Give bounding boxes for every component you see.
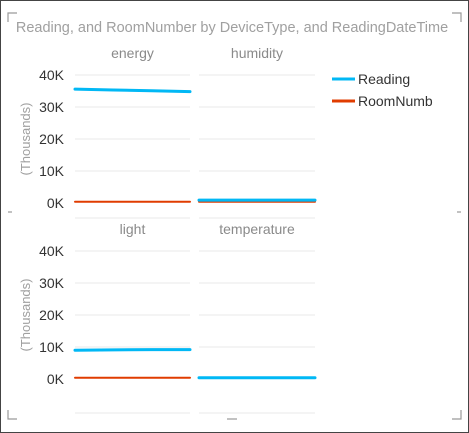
y-tick-label: 20K <box>39 131 65 147</box>
corner-top-right <box>452 12 462 22</box>
small-multiples-panels: 40K 30K 20K 10K 0K (Thousands) energy humidity 4… <box>18 45 317 414</box>
visual-selection-corners[interactable] <box>7 12 462 420</box>
y-tick-label: 40K <box>39 67 65 83</box>
series-line-reading[interactable] <box>73 348 192 352</box>
chart-legend: Reading RoomNumb <box>332 71 433 109</box>
y-tick-label: 0K <box>47 195 65 211</box>
corner-top-left <box>7 12 17 22</box>
panel-humidity: humidity <box>197 45 317 219</box>
series-line-reading[interactable] <box>73 87 192 94</box>
y-tick-label: 0K <box>47 371 65 387</box>
panel-title: humidity <box>231 45 283 61</box>
legend-label: RoomNumb <box>358 93 433 109</box>
corner-bottom-right <box>452 410 462 420</box>
chart-title: Reading, and RoomNumber by DeviceType, a… <box>16 20 448 36</box>
panel-title: energy <box>111 45 154 61</box>
panel-temperature: temperature <box>197 221 317 414</box>
y-tick-label: 30K <box>39 99 65 115</box>
corner-bottom-left <box>7 410 17 420</box>
y-tick-label: 20K <box>39 307 65 323</box>
panel-light: light <box>73 221 192 414</box>
legend-label: Reading <box>358 71 410 87</box>
y-tick-label: 10K <box>39 339 65 355</box>
y-tick-label: 30K <box>39 275 65 291</box>
panel-title: temperature <box>219 221 295 237</box>
legend-item[interactable]: Reading <box>332 71 410 87</box>
y-axis-label: (Thousands) <box>18 279 33 352</box>
y-tick-label: 10K <box>39 163 65 179</box>
panel-title: light <box>120 221 146 237</box>
panel-energy: energy <box>73 45 192 219</box>
y-tick-label: 40K <box>39 243 65 259</box>
legend-item[interactable]: RoomNumb <box>332 93 433 109</box>
y-axis-label: (Thousands) <box>18 103 33 176</box>
